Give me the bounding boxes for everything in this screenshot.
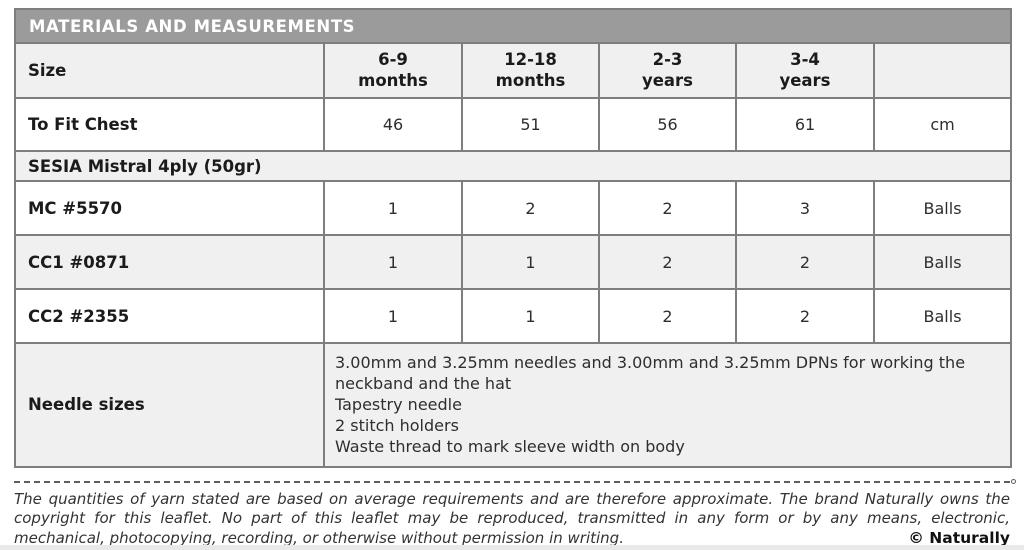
yarn-qty: 2	[598, 288, 737, 344]
dash-end-circle	[1011, 478, 1016, 484]
yarn-qty: 2	[598, 180, 737, 236]
column-header-line: 6-9	[378, 49, 408, 69]
size-label: Size	[14, 42, 325, 99]
fit-chest-label: To Fit Chest	[14, 97, 325, 152]
column-header-line: months	[358, 70, 428, 90]
scan-edge-strip	[0, 545, 1024, 550]
needle-sizes-label: Needle sizes	[14, 342, 325, 468]
fit-chest-row: To Fit Chest 46 51 56 61 cm	[14, 97, 1013, 152]
yarn-label: MC #5570	[14, 180, 325, 236]
fit-chest-unit: cm	[872, 97, 1013, 152]
needle-note-line: 2 stitch holders	[335, 416, 459, 436]
column-header-line: 2-3	[652, 49, 683, 69]
needle-sizes-row: Needle sizes 3.00mm and 3.25mm needles a…	[14, 342, 1013, 468]
column-header-12-18-months: 12-18 months	[461, 42, 600, 99]
needle-note-line: 3.00mm and 3.25mm needles and 3.00mm and…	[335, 353, 966, 394]
table-title-row: MATERIALS AND MEASUREMENTS	[13, 8, 1013, 44]
yarn-qty: 1	[461, 234, 600, 290]
column-header-6-9-months: 6-9 months	[323, 42, 463, 99]
fit-chest-value: 61	[735, 97, 875, 152]
yarn-qty: 2	[735, 234, 875, 290]
yarn-section-header: SESIA Mistral 4ply (50gr)	[13, 150, 1013, 182]
needle-note-line: Waste thread to mark sleeve width on bod…	[335, 437, 685, 457]
yarn-label: CC1 #0871	[14, 234, 325, 290]
dashed-cut-line	[14, 478, 1016, 484]
fit-chest-value: 46	[323, 97, 463, 152]
fit-chest-value: 51	[461, 97, 600, 152]
copyright-notice: © Naturally	[908, 528, 1010, 547]
fit-chest-value: 56	[598, 97, 737, 152]
table-title: MATERIALS AND MEASUREMENTS	[13, 8, 1013, 44]
yarn-row-cc1: CC1 #0871 1 1 2 2 Balls	[14, 234, 1013, 290]
yarn-unit: Balls	[872, 288, 1013, 344]
column-header-3-4-years: 3-4 years	[735, 42, 875, 99]
column-header-line: months	[495, 70, 566, 90]
yarn-qty: 3	[735, 180, 875, 236]
column-header-line: years	[641, 70, 694, 90]
column-header-line: 12-18	[504, 49, 557, 69]
column-header-line: years	[779, 70, 831, 90]
footer-disclaimer: The quantities of yarn stated are based …	[14, 490, 1010, 549]
disclaimer-text: The quantities of yarn stated are based …	[14, 489, 1010, 547]
yarn-qty: 1	[323, 234, 463, 290]
yarn-qty: 1	[461, 288, 600, 344]
column-header-unit	[872, 42, 1013, 99]
needle-note-line: Tapestry needle	[335, 395, 462, 415]
needle-sizes-notes: 3.00mm and 3.25mm needles and 3.00mm and…	[322, 342, 1013, 468]
yarn-section-row: SESIA Mistral 4ply (50gr)	[13, 150, 1013, 182]
column-header-2-3-years: 2-3 years	[598, 42, 737, 99]
yarn-unit: Balls	[872, 234, 1013, 290]
size-header-row: Size 6-9 months 12-18 months 2-3 years 3…	[14, 42, 1013, 99]
column-header-line: 3-4	[790, 49, 820, 69]
yarn-qty: 2	[598, 234, 737, 290]
yarn-qty: 1	[323, 288, 463, 344]
yarn-qty: 2	[461, 180, 600, 236]
yarn-row-cc2: CC2 #2355 1 1 2 2 Balls	[14, 288, 1013, 344]
yarn-row-mc: MC #5570 1 2 2 3 Balls	[14, 180, 1013, 236]
yarn-qty: 1	[323, 180, 463, 236]
yarn-label: CC2 #2355	[14, 288, 325, 344]
leaflet-sheet: MATERIALS AND MEASUREMENTS Size 6-9 mont…	[13, 8, 1016, 549]
materials-table: MATERIALS AND MEASUREMENTS Size 6-9 mont…	[13, 8, 1013, 468]
yarn-unit: Balls	[872, 180, 1013, 236]
yarn-qty: 2	[735, 288, 875, 344]
